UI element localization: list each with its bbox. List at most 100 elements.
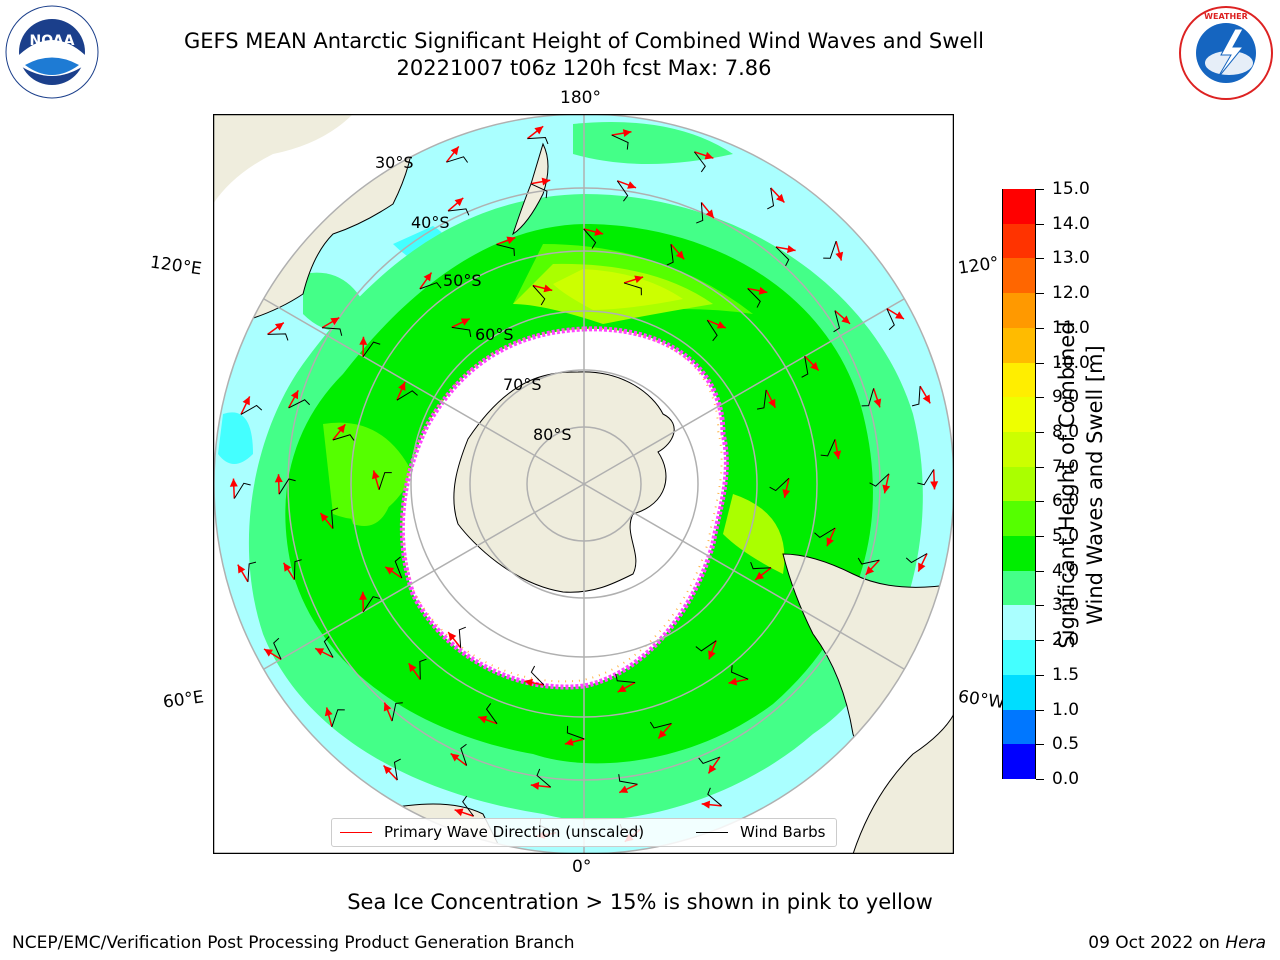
legend-item-wind-barbs: Wind Barbs — [696, 823, 825, 841]
wave-arrow-head — [423, 272, 432, 282]
wind-barb — [823, 241, 837, 259]
colorbar-tick-label: 3.0 — [1052, 595, 1080, 616]
wind-barb — [731, 665, 749, 680]
sea-ice-caption: Sea Ice Concentration > 15% is shown in … — [347, 890, 933, 914]
wave-arrow-head — [728, 677, 738, 686]
wave-arrow-head — [787, 245, 796, 254]
wind-barb — [331, 709, 345, 727]
chart-title: GEFS MEAN Antarctic Significant Height o… — [183, 29, 985, 53]
wave-arrow-head — [922, 394, 931, 404]
wind-barb — [448, 208, 470, 216]
wind-barb — [750, 561, 772, 570]
wind-barb — [530, 183, 548, 199]
wind-barb — [695, 640, 717, 652]
wind-barb — [801, 356, 809, 378]
colorbar-tick-label: 11.0 — [1052, 317, 1090, 338]
wave-arrow-head — [315, 648, 325, 656]
wind-barb — [820, 439, 836, 457]
wind-barb — [362, 341, 381, 358]
wave-arrow-head — [675, 250, 685, 260]
wind-barb — [419, 658, 427, 680]
wave-arrow-head — [229, 478, 238, 487]
colorbar-tick-label: 1.0 — [1052, 699, 1080, 720]
lon-label-120w: 120° — [956, 253, 1001, 279]
lat-label-60s: 60°S — [475, 325, 514, 344]
wave-arrow-head — [478, 715, 488, 724]
wind-barb — [917, 469, 935, 486]
legend-label-wind-barbs: Wind Barbs — [740, 823, 826, 841]
lat-label-70s: 70°S — [503, 375, 542, 394]
colorbar-bin — [1003, 674, 1035, 710]
wave-arrow-head — [704, 151, 714, 160]
wave-arrow-head — [768, 398, 776, 408]
colorbar-tick-mark — [1036, 536, 1044, 538]
wind-barb — [322, 327, 343, 336]
colorbar — [1002, 188, 1036, 779]
colorbar-bin — [1003, 362, 1035, 398]
wind-barb — [362, 596, 380, 613]
colorbar-tick-mark — [1036, 431, 1044, 433]
wave-arrow-head — [594, 228, 604, 236]
colorbar-tick-mark — [1036, 744, 1044, 746]
wind-barb — [767, 187, 775, 210]
wave-arrow-head — [506, 236, 516, 245]
wind-barb — [611, 134, 629, 150]
wind-barb — [869, 473, 890, 487]
wind-barb — [247, 561, 257, 582]
colorbar-bin — [1003, 188, 1035, 224]
wind-barb — [378, 472, 392, 490]
noaa-logo-text: NOAA — [30, 33, 75, 49]
colorbar-tick-label: 2.0 — [1052, 630, 1080, 651]
colorbar-bin — [1003, 292, 1035, 328]
wave-arrow-head — [755, 571, 764, 580]
colorbar-title-line2: Wind Waves and Swell [m] — [1083, 345, 1107, 625]
wave-arrow-head — [359, 336, 368, 345]
wind-barb — [861, 388, 875, 407]
wave-arrow-head — [385, 566, 395, 575]
colorbar-tick-mark — [1036, 293, 1044, 295]
colorbar-tick-label: 14.0 — [1052, 213, 1090, 234]
colorbar-tick-mark — [1036, 640, 1044, 642]
wave-arrow-head — [882, 484, 891, 494]
lat-label-50s: 50°S — [443, 271, 482, 290]
colorbar-tick-label: 10.0 — [1052, 352, 1090, 373]
wave-arrow-head — [833, 450, 842, 460]
wave-arrow-head — [337, 424, 346, 434]
colorbar-bin — [1003, 604, 1035, 641]
colorbar-tick-label: 13.0 — [1052, 248, 1090, 269]
wave-arrow-head — [865, 566, 875, 575]
colorbar-tick-mark — [1036, 223, 1044, 225]
lon-label-180: 180° — [560, 88, 601, 108]
colorbar-bin — [1003, 743, 1035, 779]
new-zealand-land — [512, 142, 549, 236]
wind-barb — [288, 399, 310, 409]
legend-label-wave-direction: Primary Wave Direction (unscaled) — [384, 823, 645, 841]
wind-barb — [240, 404, 263, 415]
wind-barb — [391, 702, 403, 722]
legend-item-wave-direction: Primary Wave Direction (unscaled) — [340, 823, 644, 841]
colorbar-bin — [1003, 396, 1035, 432]
wave-arrow-head — [622, 129, 632, 138]
wave-arrow-head — [383, 702, 392, 712]
colorbar-tick-label: 9.0 — [1052, 387, 1080, 408]
wave-arrow-head — [776, 193, 785, 203]
map-legend: Primary Wave Direction (unscaled) Wind B… — [331, 818, 837, 847]
colorbar-bin — [1003, 535, 1035, 571]
wind-barb — [696, 202, 704, 224]
wave-arrow-head — [290, 390, 299, 400]
colorbar-tick-mark — [1036, 709, 1044, 711]
wave-arrow-head — [873, 398, 882, 408]
wave-arrow-head — [758, 286, 768, 295]
wave-arrow-head — [534, 126, 544, 135]
wave-arrow-head — [543, 284, 553, 293]
wind-barb — [532, 285, 546, 306]
wind-barb — [706, 319, 718, 342]
wave-arrow-head — [617, 684, 627, 693]
lon-label-60w: 60°W — [956, 686, 1007, 714]
wind-barb — [536, 768, 552, 788]
wind-barb — [623, 282, 642, 296]
wave-arrow-head — [627, 181, 637, 189]
wave-arrow-head — [448, 632, 457, 641]
wind-barb — [905, 553, 928, 564]
wind-barb — [332, 434, 355, 441]
